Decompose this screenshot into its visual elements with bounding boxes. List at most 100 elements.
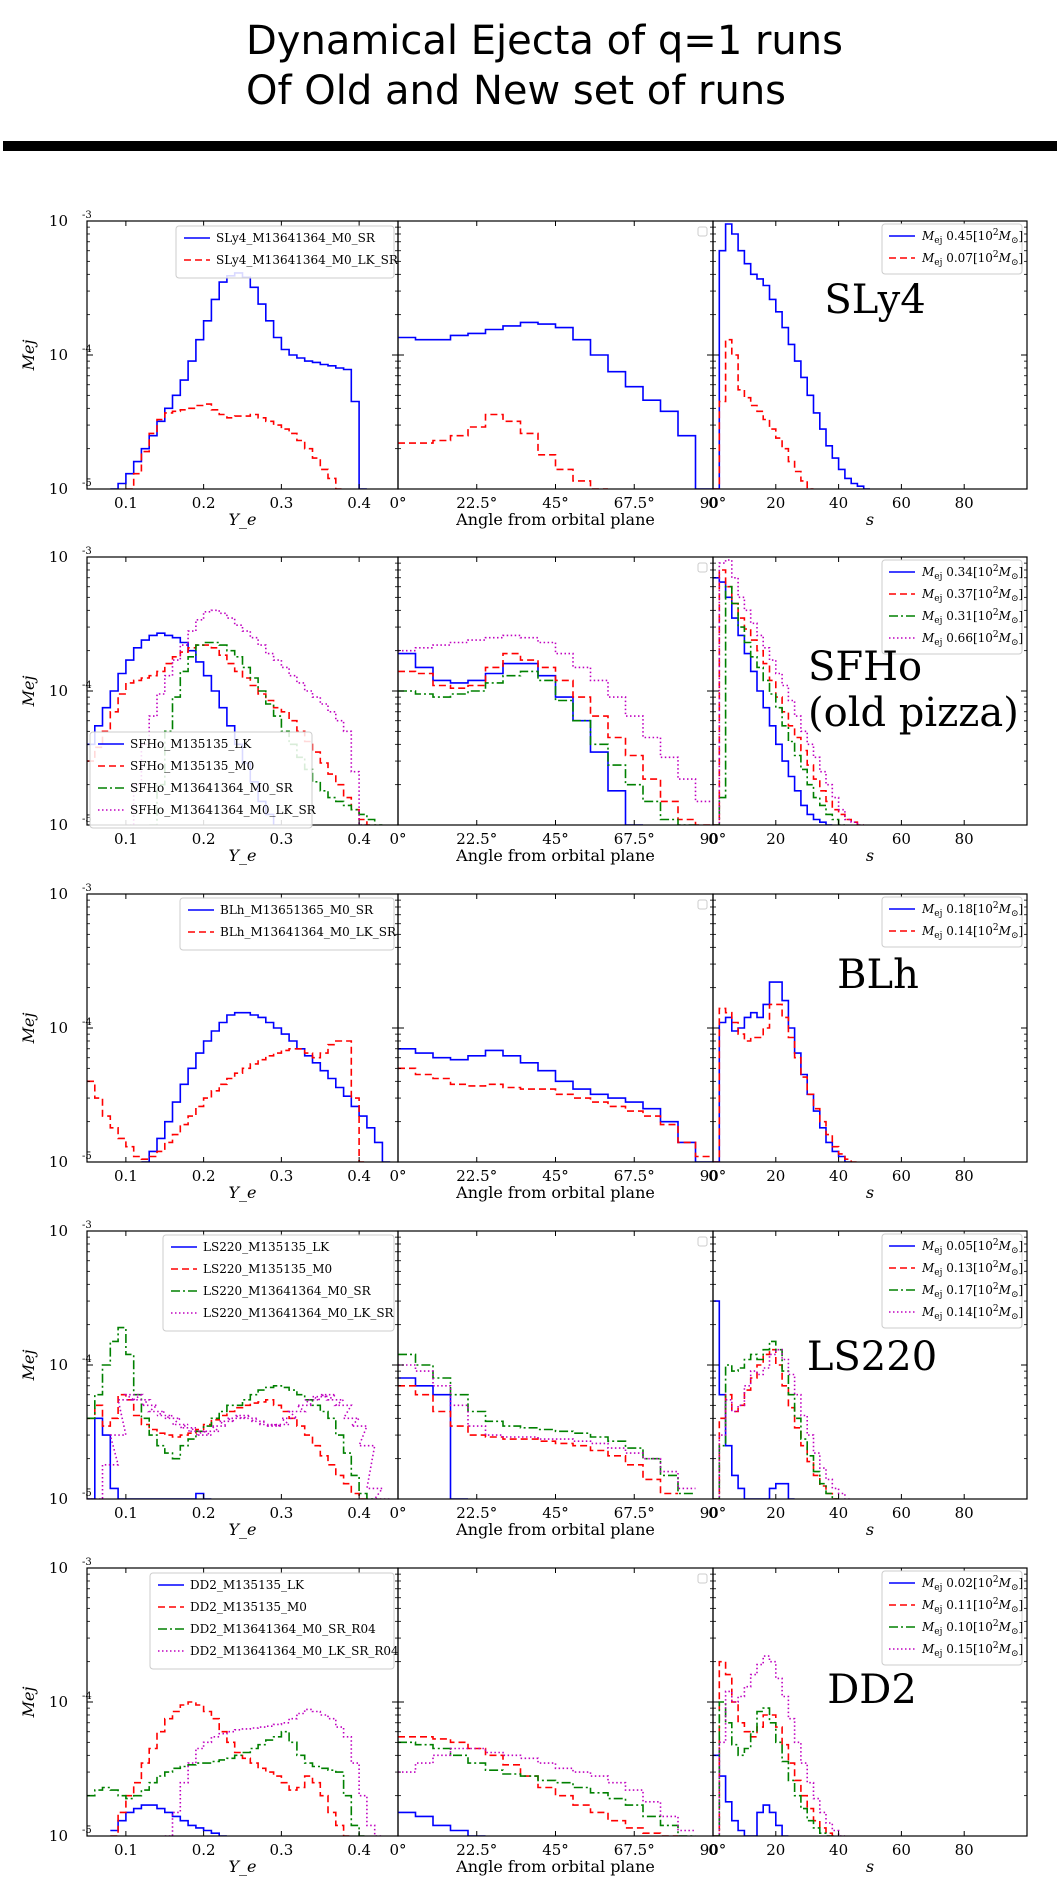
mass-legend-entry: Mej 0.45[102M⊙] [921, 228, 1023, 246]
series-LS220-theta-2 [398, 1353, 696, 1495]
series-DD2-theta-3 [398, 1747, 696, 1832]
y-tick-exponent: -5 [82, 814, 92, 825]
mass-legend-entry: Mej 0.11[102M⊙] [921, 1597, 1023, 1615]
legend-entry: SFHo_M13641364_M0_LK_SR [130, 803, 317, 817]
mass-legend-box [881, 559, 1023, 655]
series-LS220-theta-0 [398, 1377, 468, 1499]
legend-box [89, 731, 313, 829]
legend-box [149, 1572, 395, 1670]
y-tick-label: 10 [49, 682, 68, 700]
x-tick-label: 0.3 [269, 1841, 293, 1859]
x-tick-label: 0° [389, 830, 406, 848]
x-tick-label: 0.2 [192, 1841, 216, 1859]
x-tick-label: 0.1 [114, 494, 138, 512]
eos-label: (old pizza) [808, 690, 1019, 736]
legend-entry: SLy4_M13641364_M0_LK_SR [216, 253, 399, 267]
eos-label: SLy4 [824, 277, 925, 323]
y-tick-exponent: -3 [82, 1220, 92, 1231]
y-tick-exponent: -5 [82, 478, 92, 489]
series-DD2-theta-2 [398, 1741, 696, 1836]
legend-entry: LS220_M13641364_M0_LK_SR [203, 1306, 395, 1320]
x-tick-label: 67.5° [614, 1167, 655, 1185]
x-tick-label: 22.5° [456, 1167, 497, 1185]
x-tick-label: 0° [389, 1167, 406, 1185]
empty-legend-box [697, 226, 708, 237]
x-tick-label: 40 [829, 1504, 848, 1522]
y-tick-exponent: -5 [82, 1151, 92, 1162]
mass-legend-entry: Mej 0.18[102M⊙] [921, 901, 1023, 919]
series-LS220-vel-2 [713, 1340, 839, 1499]
x-axis-label: s [866, 1183, 874, 1202]
x-tick-label: 0° [389, 494, 406, 512]
x-axis-label: s [866, 1520, 874, 1539]
x-tick-label: 0 [708, 1167, 718, 1185]
x-tick-label: 0.4 [347, 1504, 371, 1522]
y-tick-exponent: -5 [82, 1825, 92, 1836]
x-tick-label: 90° [700, 1841, 727, 1859]
x-tick-label: 40 [829, 494, 848, 512]
x-tick-label: 0 [708, 830, 718, 848]
y-tick-exponent: -4 [82, 1691, 92, 1702]
eos-label: BLh [837, 952, 919, 998]
x-tick-label: 90° [700, 830, 727, 848]
x-axis-label: Angle from orbital plane [455, 846, 655, 865]
x-tick-label: 60 [892, 830, 911, 848]
legend-entry: SFHo_M13641364_M0_SR [130, 781, 294, 795]
panel-SFHo-vel: 0 20 40 60 80 s Mej 0.34[102M⊙] Mej 0.37[102M⊙]… [708, 556, 1028, 865]
mass-legend-entry: Mej 0.02[102M⊙] [921, 1575, 1023, 1593]
panel-SLy4-ye: 0.1 0.2 0.3 0.4 Y_e 10 -5 10 -4 10 -3 Mej SLy4_M1364… [19, 210, 399, 529]
y-axis-label: Mej [19, 1350, 38, 1382]
series-BLh-vel-1 [713, 1003, 858, 1162]
series-BLh-theta-0 [398, 1048, 713, 1162]
x-tick-label: 80 [955, 830, 974, 848]
series-SFHo-vel-0 [713, 577, 833, 825]
x-tick-label: 40 [829, 830, 848, 848]
y-tick-label: 10 [49, 1222, 68, 1240]
legend-entry: BLh_M13641364_M0_LK_SR [220, 925, 397, 939]
series-DD2-theta-1 [398, 1736, 678, 1836]
x-tick-label: 0 [708, 1841, 718, 1859]
y-tick-exponent: -4 [82, 680, 92, 691]
y-tick-label: 10 [49, 346, 68, 364]
y-tick-label: 10 [49, 1490, 68, 1508]
legend-entry: LS220_M135135_M0 [203, 1262, 332, 1276]
panel-DD2-ye: 0.1 0.2 0.3 0.4 Y_e 10 -5 10 -4 10 -3 Mej DD2_M13513… [19, 1557, 399, 1876]
x-tick-label: 22.5° [456, 1504, 497, 1522]
series-BLh-ye-1 [87, 1040, 367, 1162]
mass-legend-entry: Mej 0.14[102M⊙] [921, 923, 1023, 941]
legend-entry: SFHo_M135135_M0 [130, 759, 254, 773]
x-tick-label: 67.5° [614, 830, 655, 848]
x-tick-label: 0.1 [114, 1841, 138, 1859]
y-tick-label: 10 [49, 212, 68, 230]
x-tick-label: 45° [542, 1167, 569, 1185]
legend-box [162, 1234, 395, 1332]
legend-entry: DD2_M135135_LK [190, 1578, 305, 1592]
x-tick-label: 0.2 [192, 1504, 216, 1522]
panel-LS220-ye: 0.1 0.2 0.3 0.4 Y_e 10 -5 10 -4 10 -3 Mej LS220_M135… [19, 1220, 399, 1539]
x-tick-label: 45° [542, 1841, 569, 1859]
x-tick-label: 20 [766, 1504, 785, 1522]
series-DD2-vel-2 [713, 1701, 833, 1836]
mass-legend-entry: Mej 0.17[102M⊙] [921, 1282, 1023, 1300]
y-tick-label: 10 [49, 1559, 68, 1577]
x-tick-label: 60 [892, 1841, 911, 1859]
x-tick-label: 0.3 [269, 494, 293, 512]
series-SLy4-ye-1 [125, 403, 344, 489]
series-SFHo-theta-0 [398, 652, 643, 825]
x-tick-label: 60 [892, 1167, 911, 1185]
panel-SLy4-theta: 0° 22.5° 45° 67.5° 90° Angle from orbital pla… [389, 220, 726, 529]
series-SLy4-ye-0 [110, 272, 367, 489]
y-axis-label: Mej [19, 1687, 38, 1719]
series-SFHo-vel-2 [713, 585, 845, 825]
series-SLy4-vel-1 [713, 338, 814, 489]
y-tick-exponent: -5 [82, 1488, 92, 1499]
x-tick-label: 0.4 [347, 1841, 371, 1859]
x-tick-label: 45° [542, 1504, 569, 1522]
mass-legend-box [881, 1570, 1023, 1666]
panel-SLy4-vel: 0 20 40 60 80 s Mej 0.45[102M⊙] Mej 0.07[102M⊙]… [708, 220, 1028, 529]
y-axis-label: Mej [19, 676, 38, 708]
x-tick-label: 22.5° [456, 1841, 497, 1859]
legend-entry: BLh_M13651365_M0_SR [220, 903, 374, 917]
x-axis-label: Y_e [228, 1520, 256, 1539]
y-tick-label: 10 [49, 816, 68, 834]
